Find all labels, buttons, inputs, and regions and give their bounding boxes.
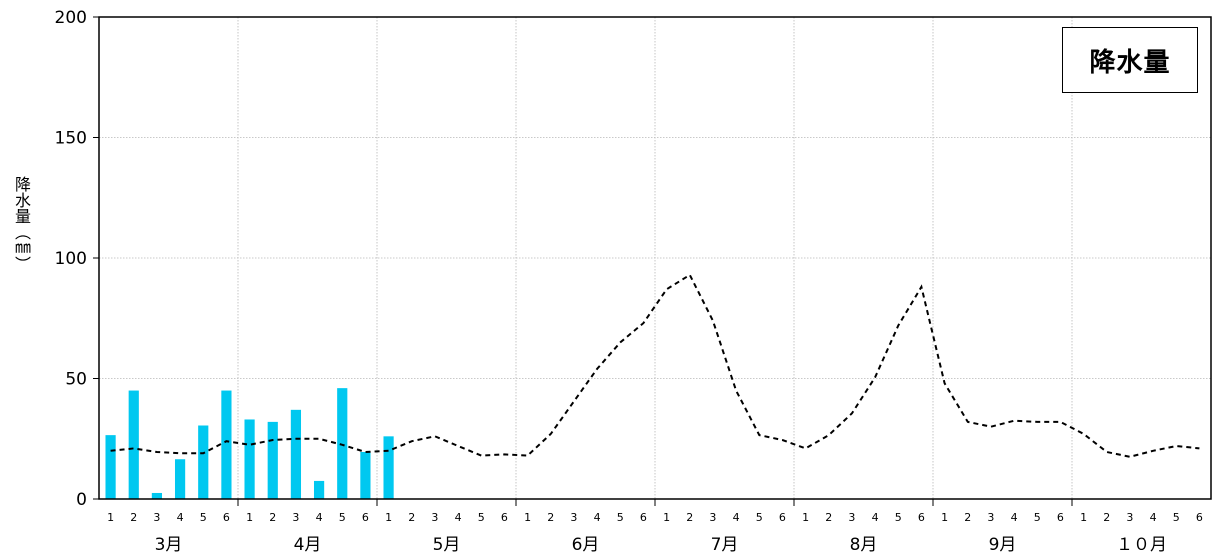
x-tick-label: 5: [1034, 511, 1041, 524]
x-tick-label: 3: [431, 511, 438, 524]
legend-box: 降水量: [1062, 27, 1198, 93]
x-tick-label: 1: [1080, 511, 1087, 524]
month-label: 5月: [433, 535, 461, 555]
x-tick-label: 2: [825, 511, 832, 524]
x-tick-label: 4: [177, 511, 184, 524]
x-tick-label: 1: [941, 511, 948, 524]
precipitation-bar: [337, 388, 348, 499]
precipitation-bar: [290, 409, 302, 499]
x-tick-label: 6: [362, 511, 369, 524]
x-tick-label: 5: [200, 511, 207, 524]
x-tick-label: 2: [130, 511, 137, 524]
x-tick-label: 6: [223, 511, 230, 524]
grid-layer: [99, 17, 1211, 499]
x-tick-label: 4: [733, 511, 740, 524]
x-tick-label: 3: [292, 511, 299, 524]
x-tick-label: 2: [547, 511, 554, 524]
month-label: 7月: [711, 535, 739, 555]
y-axis-label: 降水量（㎜）: [12, 176, 31, 272]
precipitation-bar: [313, 480, 325, 499]
x-tick-label: 6: [779, 511, 786, 524]
precipitation-bar: [105, 435, 116, 499]
x-tick-label: 1: [663, 511, 670, 524]
bar-series: [105, 388, 394, 499]
precipitation-bar: [198, 425, 209, 499]
y-tick-label: 200: [55, 8, 87, 28]
x-tick-label: 2: [1103, 511, 1110, 524]
x-tick-label: 4: [1150, 511, 1157, 524]
y-tick-label: 150: [55, 129, 87, 149]
x-tick-label: 6: [640, 511, 647, 524]
x-tick-label: 4: [872, 511, 879, 524]
x-tick-label: 1: [802, 511, 809, 524]
precipitation-bar: [383, 436, 394, 499]
x-tick-label: 3: [570, 511, 577, 524]
x-tick-label: 6: [1057, 511, 1064, 524]
x-tick-label: 1: [246, 511, 253, 524]
x-tick-label: 4: [455, 511, 462, 524]
precipitation-bar: [174, 459, 186, 499]
month-label: 9月: [989, 535, 1017, 555]
precipitation-bar: [360, 452, 371, 499]
precipitation-bar: [244, 419, 255, 499]
y-tick-label: 0: [76, 490, 87, 510]
x-tick-label: 1: [385, 511, 392, 524]
precipitation-bar: [267, 421, 278, 499]
x-tick-label: 2: [686, 511, 693, 524]
x-tick-label: 1: [524, 511, 531, 524]
x-tick-label: 5: [478, 511, 485, 524]
y-axis-ticks: 0 50 100 150 200: [55, 8, 99, 510]
x-tick-label: 5: [895, 511, 902, 524]
x-tick-label: 4: [1011, 511, 1018, 524]
x-tick-label: 5: [617, 511, 624, 524]
x-axis-ticks: 1 2 3 4 5 6 1 2 3 4 5 6 1 2 3 4 5 6 1 2 3 4 5 6 1 2 3 4 5 6 1 2 3 4 5 6 1 2 3 4…: [107, 499, 1203, 524]
x-tick-label: 2: [269, 511, 276, 524]
y-tick-label: 100: [55, 249, 87, 269]
x-tick-label: 3: [848, 511, 855, 524]
x-tick-label: 5: [339, 511, 346, 524]
y-tick-label: 50: [65, 370, 87, 390]
x-tick-label: 2: [408, 511, 415, 524]
precipitation-bar: [151, 492, 163, 499]
normal-line: [110, 273, 1200, 458]
month-label: １０月: [1116, 535, 1167, 555]
x-tick-label: 6: [501, 511, 508, 524]
x-tick-label: 5: [1173, 511, 1180, 524]
month-label: 4月: [294, 535, 322, 555]
month-label: 3月: [155, 535, 183, 555]
x-tick-label: 4: [594, 511, 601, 524]
month-label: 6月: [572, 535, 600, 555]
x-tick-label: 2: [964, 511, 971, 524]
precipitation-bar: [128, 390, 139, 499]
x-tick-label: 6: [918, 511, 925, 524]
x-tick-label: 5: [756, 511, 763, 524]
legend-label: 降水量: [1089, 47, 1171, 78]
x-tick-label: 4: [316, 511, 323, 524]
x-tick-label: 3: [709, 511, 716, 524]
x-tick-label: 1: [107, 511, 114, 524]
normal-line-series: [110, 273, 1200, 458]
x-tick-label: 6: [1196, 511, 1203, 524]
x-tick-label: 3: [987, 511, 994, 524]
x-tick-label: 3: [1126, 511, 1133, 524]
precipitation-bar: [221, 390, 232, 499]
x-tick-label: 3: [153, 511, 160, 524]
month-label: 8月: [850, 535, 878, 555]
month-labels: 3月 4月 5月 6月 7月 8月 9月 １０月: [155, 535, 1167, 555]
